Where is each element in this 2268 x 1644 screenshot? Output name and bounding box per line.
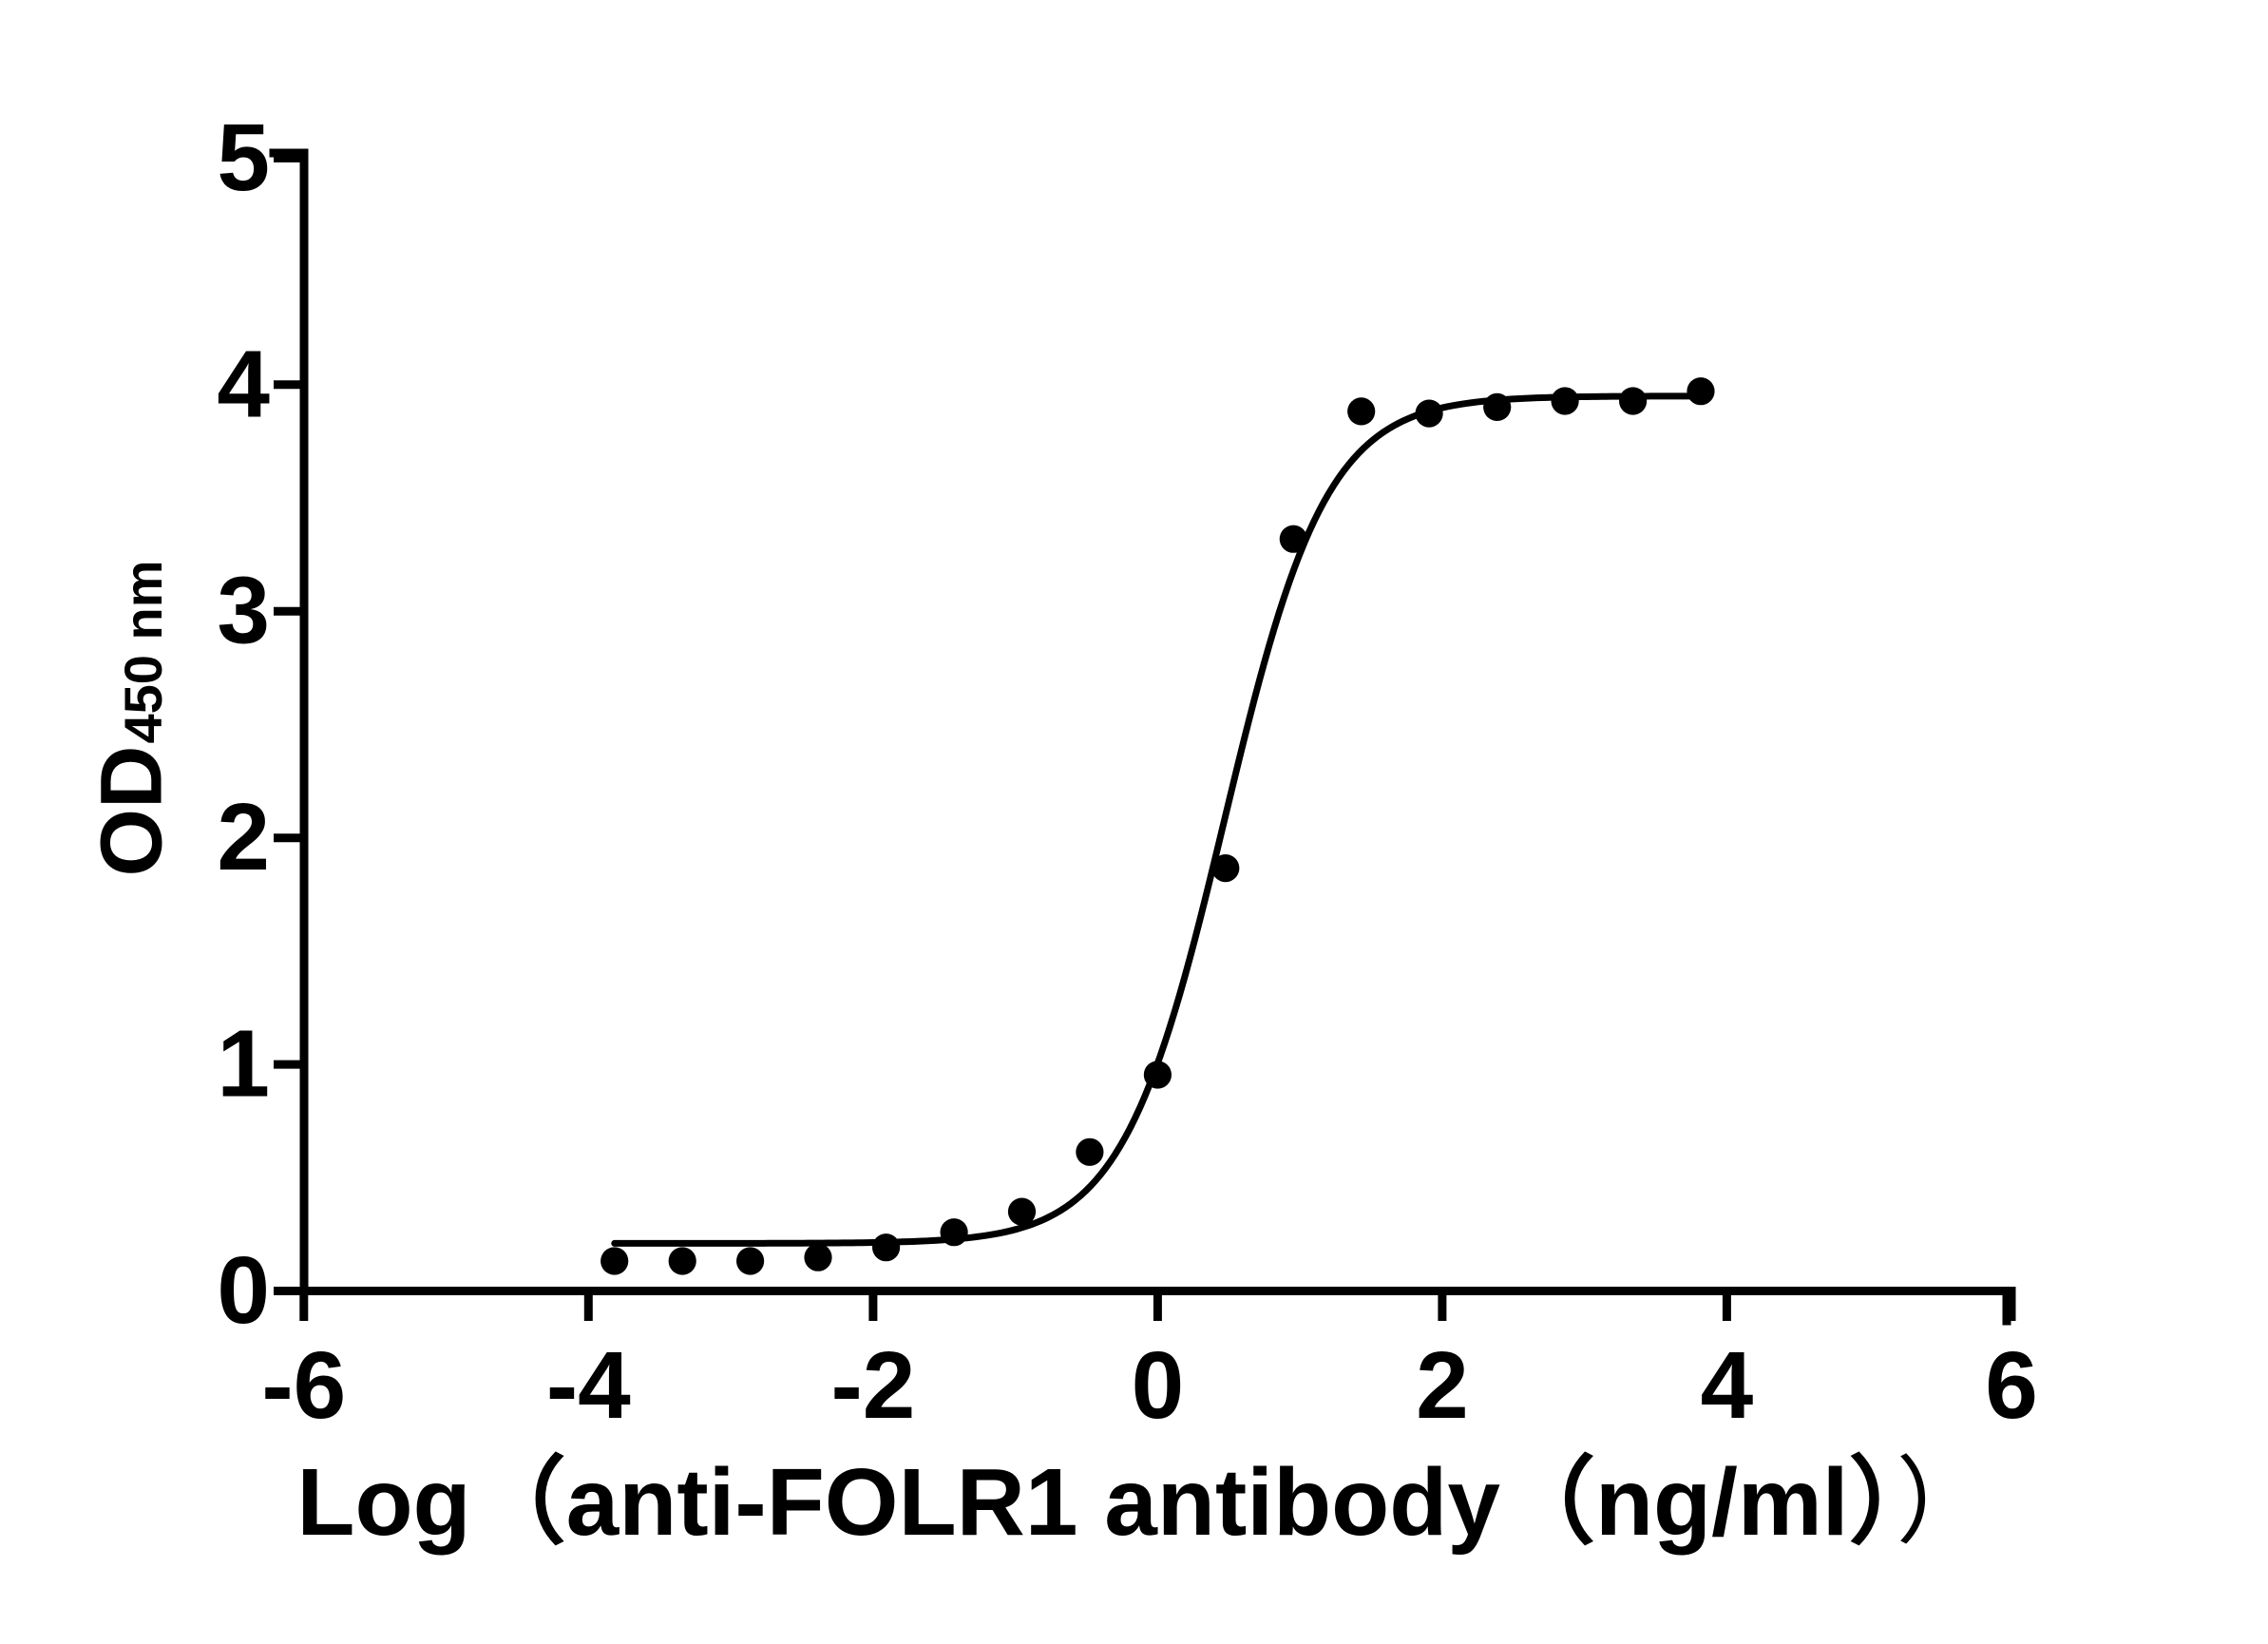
svg-text:3: 3 [217, 558, 270, 664]
svg-text:-2: -2 [830, 1332, 915, 1439]
svg-text:Log（anti-FOLR1 antibody（ng/ml）: Log（anti-FOLR1 antibody（ng/ml）） [296, 1449, 1991, 1556]
svg-text:2: 2 [217, 784, 270, 890]
svg-text:0: 0 [1132, 1332, 1185, 1439]
svg-text:6: 6 [1985, 1332, 2038, 1439]
svg-text:-6: -6 [261, 1332, 346, 1439]
svg-text:4: 4 [1701, 1332, 1754, 1439]
svg-text:2: 2 [1416, 1332, 1469, 1439]
svg-text:0: 0 [217, 1237, 270, 1344]
svg-text:-4: -4 [546, 1332, 631, 1439]
svg-text:1: 1 [217, 1011, 270, 1118]
svg-text:5: 5 [217, 105, 270, 211]
svg-text:4: 4 [217, 331, 270, 437]
